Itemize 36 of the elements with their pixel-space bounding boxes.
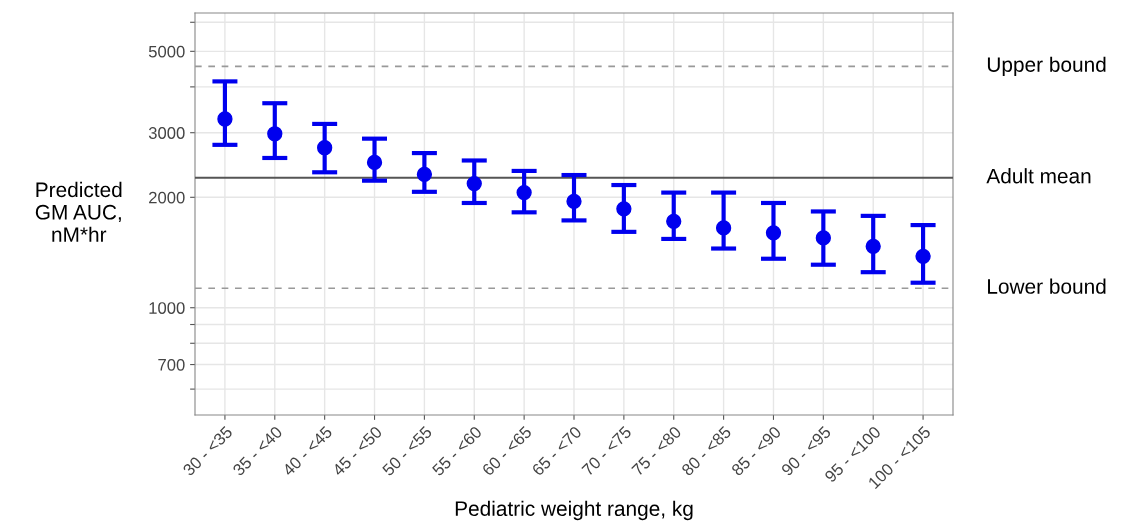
point xyxy=(666,213,682,229)
point xyxy=(566,193,582,209)
x-tick-label: 55 - <60 xyxy=(431,425,483,477)
point xyxy=(865,238,881,254)
ref-line-label: Upper bound xyxy=(987,56,1106,77)
point xyxy=(267,126,283,142)
y-tick-label: 5000 xyxy=(148,45,185,58)
ref-line-label: Lower bound xyxy=(988,278,1106,294)
point xyxy=(815,230,831,246)
point xyxy=(366,154,383,171)
point xyxy=(416,166,433,182)
point xyxy=(715,220,732,236)
x-tick-label: 65 - <70 xyxy=(531,425,583,477)
x-tick-label: 60 - <65 xyxy=(481,425,533,477)
point xyxy=(915,248,931,265)
x-tick-label: 30 - <35 xyxy=(182,425,234,477)
x-tick-label: 45 - <50 xyxy=(331,425,383,477)
point xyxy=(616,201,632,217)
point xyxy=(765,225,782,241)
point xyxy=(516,184,532,201)
x-tick-label: 80 - <85 xyxy=(680,425,732,477)
y-tick-label: 3000 xyxy=(148,127,185,139)
x-tick-label: 75 - <80 xyxy=(631,425,682,477)
y-tick-label: 1000 xyxy=(149,302,185,314)
x-tick-label: 50 - <55 xyxy=(381,425,433,477)
x-tick-label: 35 - <40 xyxy=(231,425,283,477)
y-axis-title: Predicted GM AUC, nM*hr xyxy=(35,181,122,242)
point xyxy=(466,175,482,192)
y-tick-label: 700 xyxy=(158,358,185,371)
x-tick-label: 40 - <45 xyxy=(281,425,333,477)
x-tick-label: 85 - <90 xyxy=(730,425,782,477)
ref-line-label: Adult mean xyxy=(986,168,1091,184)
point xyxy=(317,140,333,156)
point xyxy=(217,111,233,127)
x-axis-title: Pediatric weight range, kg xyxy=(455,500,693,521)
y-tick-label: 2000 xyxy=(149,191,185,204)
